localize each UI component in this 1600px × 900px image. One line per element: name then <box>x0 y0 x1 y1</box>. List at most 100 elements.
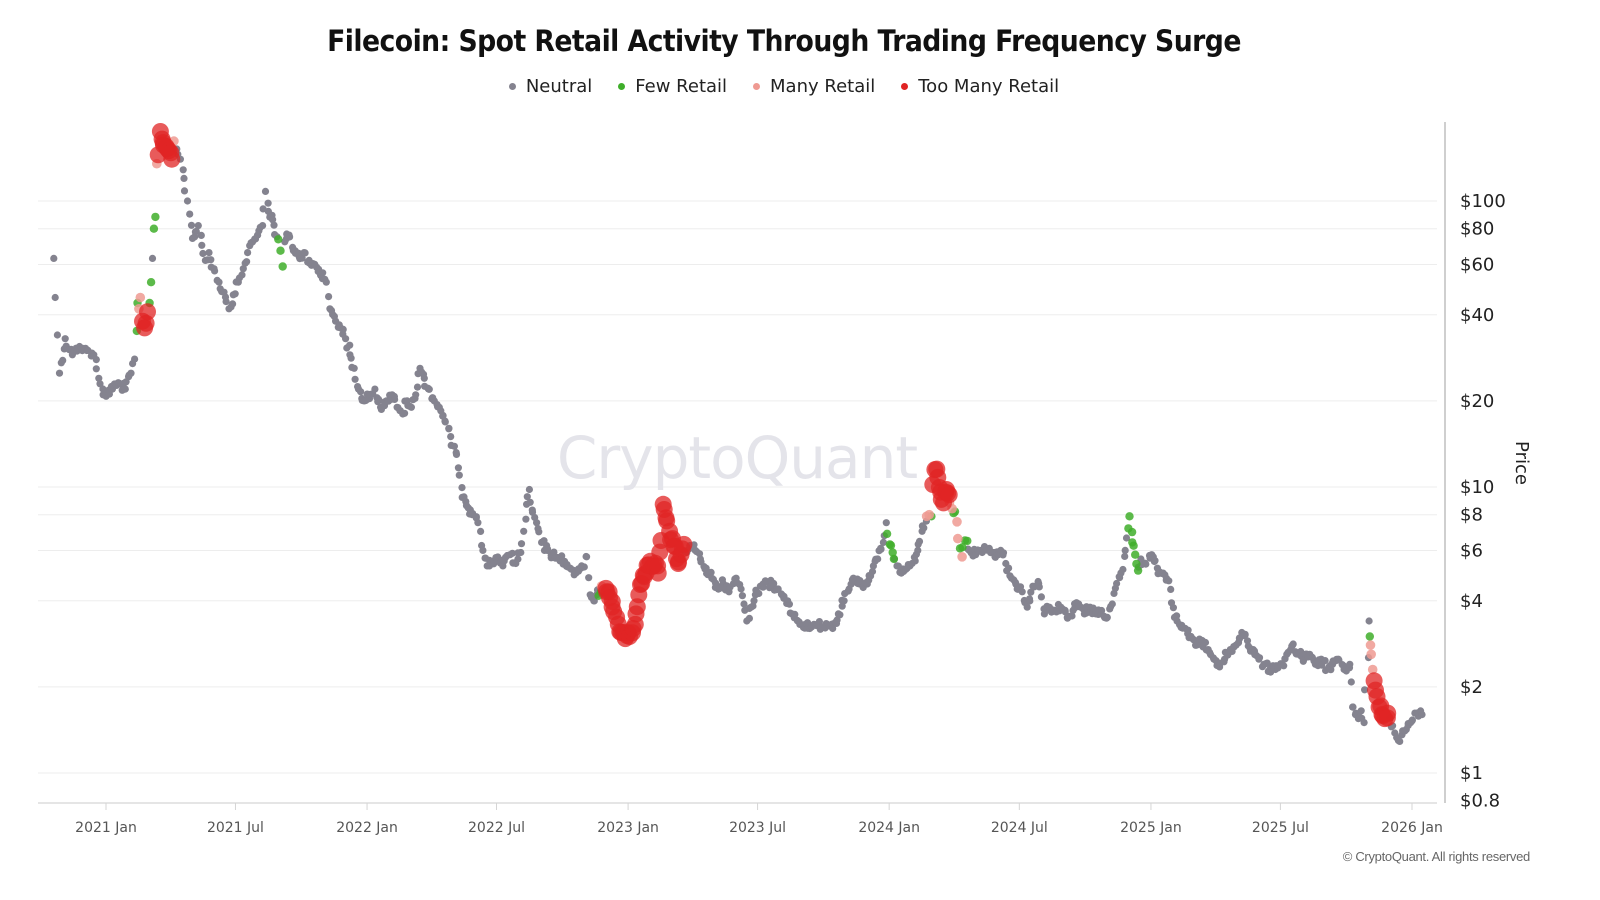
data-point <box>1121 552 1129 561</box>
data-point <box>180 174 188 182</box>
y-tick-label: $80 <box>1460 219 1494 240</box>
legend: Neutral Few Retail Many Retail Too Many … <box>0 76 1568 97</box>
data-point <box>215 278 223 286</box>
x-tick-label: 2026 Jan <box>1381 820 1443 836</box>
data-point <box>474 519 482 527</box>
data-point <box>924 509 934 520</box>
data-point <box>131 355 139 363</box>
data-point <box>517 540 526 548</box>
data-point <box>192 227 200 235</box>
data-point <box>239 265 247 273</box>
data-point <box>1361 686 1369 694</box>
data-point <box>479 546 487 555</box>
data-point <box>1280 662 1288 670</box>
data-point <box>750 597 758 605</box>
data-point <box>508 549 516 557</box>
data-point <box>276 246 285 255</box>
data-point <box>472 513 480 521</box>
y-tick-label: $10 <box>1460 477 1494 498</box>
data-point <box>148 254 157 262</box>
data-point <box>187 221 196 229</box>
data-point <box>425 385 433 393</box>
data-point <box>1027 588 1035 596</box>
data-point <box>874 555 882 563</box>
y-tick-label: $0.8 <box>1460 791 1500 812</box>
data-point <box>391 395 399 403</box>
x-tick-label: 2025 Jul <box>1252 820 1309 836</box>
data-point <box>1068 612 1076 620</box>
data-point <box>514 555 522 563</box>
legend-label-many-retail: Many Retail <box>770 76 876 97</box>
data-point <box>879 538 888 547</box>
y-tick-label: $20 <box>1460 391 1494 412</box>
data-point <box>1379 704 1397 722</box>
data-point <box>882 529 892 538</box>
data-point <box>1360 719 1368 727</box>
data-point <box>454 464 462 472</box>
data-point <box>1169 604 1177 612</box>
data-point <box>197 231 205 239</box>
legend-item-few-retail[interactable]: Few Retail <box>618 76 727 97</box>
legend-item-many-retail[interactable]: Many Retail <box>753 76 875 97</box>
legend-item-neutral[interactable]: Neutral <box>508 76 593 97</box>
data-point <box>785 600 794 608</box>
data-point <box>953 533 963 544</box>
data-point <box>1132 559 1141 569</box>
data-point <box>1103 613 1111 622</box>
data-point <box>92 365 100 373</box>
data-point <box>441 418 449 426</box>
data-point <box>447 433 455 441</box>
watermark: CryptoQuant <box>557 424 917 492</box>
legend-dot-neutral <box>508 83 516 90</box>
data-point <box>1108 600 1116 608</box>
data-point <box>558 552 566 560</box>
data-point <box>149 224 159 233</box>
data-point <box>1289 640 1297 648</box>
data-point <box>1025 595 1034 603</box>
data-point <box>1018 588 1026 596</box>
data-point <box>374 395 383 403</box>
series-neutral <box>50 145 1426 746</box>
data-point <box>1173 612 1181 620</box>
data-point <box>952 517 962 527</box>
data-point <box>1129 541 1138 550</box>
data-point <box>301 249 309 257</box>
data-point <box>1201 638 1210 647</box>
data-point <box>151 212 160 222</box>
data-point <box>357 388 365 396</box>
chart-title: Filecoin: Spot Retail Activity Through T… <box>327 24 1241 58</box>
x-tick-label: 2025 Jan <box>1120 820 1182 836</box>
data-point <box>675 535 693 553</box>
data-point <box>205 249 213 257</box>
data-point <box>580 563 588 571</box>
data-point <box>231 290 239 298</box>
data-point <box>585 574 593 582</box>
data-point <box>963 536 972 546</box>
data-point <box>450 442 458 450</box>
data-point <box>523 493 531 501</box>
legend-label-neutral: Neutral <box>525 76 593 97</box>
data-point <box>222 298 230 306</box>
data-point <box>544 545 552 553</box>
data-point <box>1035 583 1043 591</box>
data-point <box>1167 585 1175 594</box>
data-point <box>346 341 354 349</box>
data-point <box>958 543 967 552</box>
y-tick-label: $2 <box>1460 677 1483 698</box>
data-point <box>51 293 59 302</box>
data-point <box>868 567 877 576</box>
data-point <box>707 568 715 577</box>
data-point <box>1241 631 1249 639</box>
data-point <box>286 233 294 241</box>
legend-dot-few-retail <box>618 83 626 90</box>
data-point <box>889 554 899 564</box>
data-point <box>836 611 844 619</box>
data-point <box>238 271 246 279</box>
data-point <box>770 579 778 588</box>
data-point <box>1321 657 1329 665</box>
data-point <box>139 303 156 321</box>
data-point <box>702 564 710 572</box>
data-point <box>1131 550 1140 559</box>
data-point <box>264 199 272 207</box>
legend-item-too-many-retail[interactable]: Too Many Retail <box>901 76 1059 97</box>
